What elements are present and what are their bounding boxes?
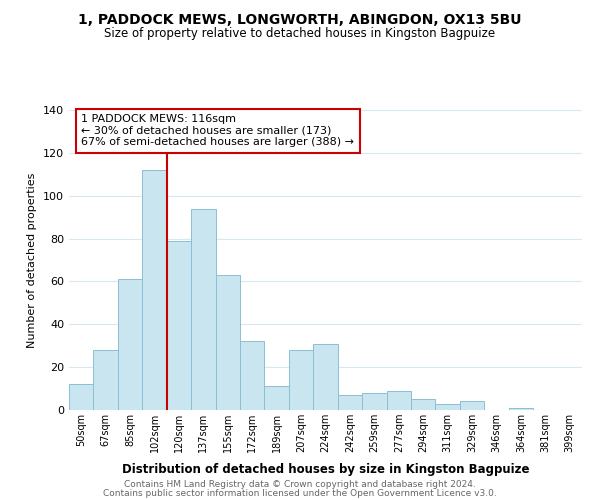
Y-axis label: Number of detached properties: Number of detached properties: [28, 172, 37, 348]
Bar: [436, 404, 460, 410]
Bar: [94, 350, 118, 410]
Text: Contains public sector information licensed under the Open Government Licence v3: Contains public sector information licen…: [103, 490, 497, 498]
Bar: [118, 280, 142, 410]
Bar: [509, 408, 533, 410]
Bar: [289, 350, 313, 410]
Bar: [386, 390, 411, 410]
Bar: [142, 170, 167, 410]
Bar: [338, 395, 362, 410]
X-axis label: Distribution of detached houses by size in Kingston Bagpuize: Distribution of detached houses by size …: [122, 464, 529, 476]
Bar: [313, 344, 338, 410]
Bar: [167, 240, 191, 410]
Bar: [69, 384, 94, 410]
Bar: [460, 402, 484, 410]
Bar: [240, 342, 265, 410]
Bar: [191, 208, 215, 410]
Bar: [362, 393, 386, 410]
Text: Size of property relative to detached houses in Kingston Bagpuize: Size of property relative to detached ho…: [104, 28, 496, 40]
Bar: [265, 386, 289, 410]
Text: 1, PADDOCK MEWS, LONGWORTH, ABINGDON, OX13 5BU: 1, PADDOCK MEWS, LONGWORTH, ABINGDON, OX…: [78, 12, 522, 26]
Text: Contains HM Land Registry data © Crown copyright and database right 2024.: Contains HM Land Registry data © Crown c…: [124, 480, 476, 489]
Bar: [411, 400, 436, 410]
Bar: [215, 275, 240, 410]
Text: 1 PADDOCK MEWS: 116sqm
← 30% of detached houses are smaller (173)
67% of semi-de: 1 PADDOCK MEWS: 116sqm ← 30% of detached…: [81, 114, 354, 148]
